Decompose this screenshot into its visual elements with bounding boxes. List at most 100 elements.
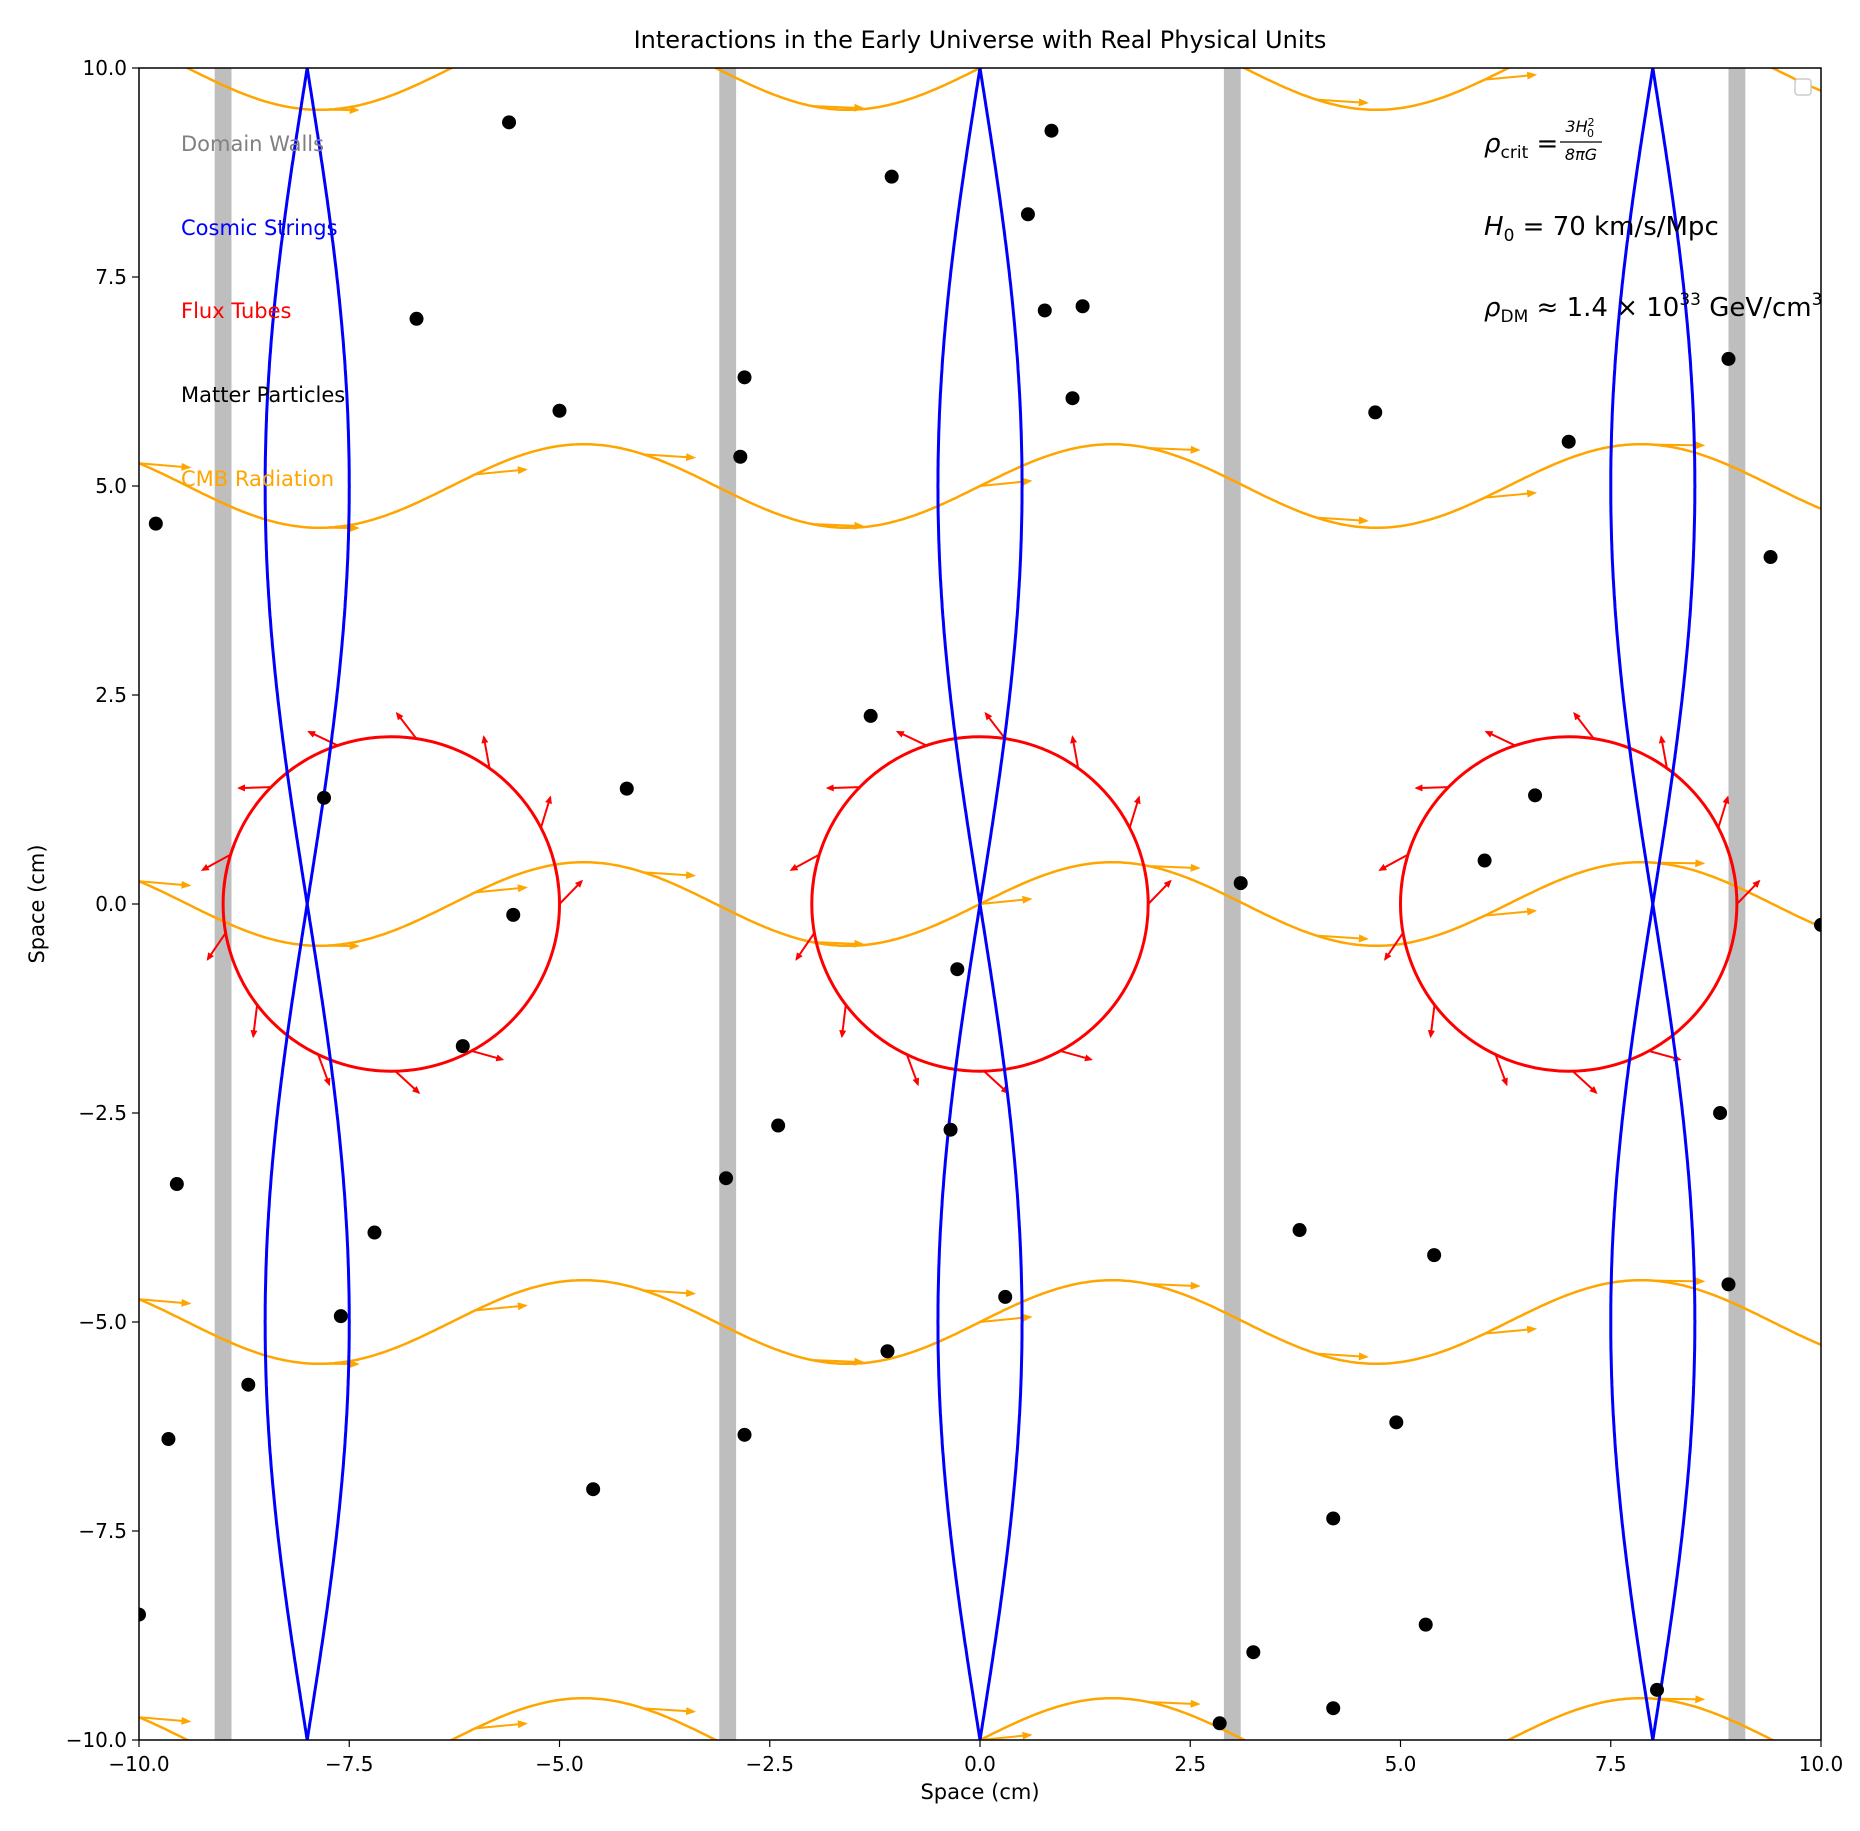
matter-particle: [148, 516, 163, 531]
x-tick-label: 0.0: [964, 1752, 996, 1776]
y-tick-label: 2.5: [95, 683, 127, 707]
annotation-hubble-constant: H0 = 70 km/s/Mpc: [1484, 212, 1719, 246]
legend-box: [1794, 78, 1812, 96]
flux-arrow: [1378, 853, 1409, 871]
flux-arrow: [789, 853, 820, 871]
matter-particle: [863, 708, 878, 723]
label-matter-particles: Matter Particles: [181, 383, 345, 407]
cmb-arrow: [307, 1781, 357, 1782]
flux-arrow: [481, 735, 491, 769]
matter-particle: [737, 1427, 752, 1442]
flux-tube: [1399, 735, 1739, 1073]
svg-text:3H2: 3H2: [1565, 116, 1594, 136]
cmb-arrow: [1484, 1325, 1538, 1335]
matter-particle: [1721, 1277, 1736, 1292]
label-domain-walls: Domain Walls: [181, 132, 324, 156]
cmb-arrow: [139, 1716, 192, 1725]
matter-particle: [1713, 1106, 1728, 1120]
cmb-arrow: [1485, 1747, 1535, 1752]
matter-particle: [455, 1039, 470, 1054]
cmb-arrow: [1484, 907, 1538, 917]
cmb-wave: [184, 68, 1821, 112]
cmb-arrow: [139, 1298, 192, 1307]
axes: −10.0 −7.5 −5.0 −2.5 0.0 2.5 5.0 7.5 10.0 −10.0 −7…: [66, 56, 1844, 1776]
matter-particle: [139, 1607, 146, 1622]
cmb-arrow: [979, 1731, 1033, 1740]
flux-arrow: [558, 879, 584, 905]
matter-particle: [943, 1122, 958, 1137]
domain-wall: [1223, 68, 1241, 1740]
svg-text:0: 0: [1587, 127, 1594, 140]
cmb-arrow: [475, 52, 525, 57]
matter-particle: [317, 790, 332, 805]
cmb-arrow: [980, 68, 991, 69]
label-cmb-radiation: CMB Radiation: [181, 467, 334, 491]
matter-particle: [161, 1432, 176, 1447]
matter-particle: [1020, 207, 1035, 222]
flux-arrow: [1147, 879, 1172, 905]
cmb-arrow: [1316, 1352, 1369, 1361]
flux-arrow: [1484, 730, 1516, 747]
cmb-arrow: [1148, 1281, 1201, 1290]
matter-particle: [1477, 853, 1492, 868]
flux-arrow: [307, 730, 339, 747]
matter-particle: [733, 449, 748, 464]
flux-arrow: [1128, 795, 1141, 829]
y-axis-label: Space (cm): [25, 844, 49, 963]
flux-arrow: [1427, 1004, 1436, 1039]
cmb-arrow: [643, 1707, 697, 1716]
flux-arrow: [1059, 1049, 1093, 1062]
y-tick-label: −2.5: [78, 1101, 127, 1125]
flux-tube: [221, 735, 561, 1073]
matter-particle: [950, 962, 965, 977]
cmb-arrow: [811, 521, 865, 530]
matter-particle: [619, 781, 634, 796]
matter-particle: [719, 1171, 734, 1186]
cmb-arrow: [1652, 1695, 1706, 1704]
flux-arrow: [1717, 795, 1730, 829]
label-cosmic-strings: Cosmic Strings: [181, 216, 338, 240]
matter-particle: [367, 1225, 382, 1240]
cmb-arrow: [812, 1778, 862, 1780]
flux-arrow: [825, 784, 860, 792]
cmb-arrow: [475, 884, 528, 894]
y-tick-label: −10.0: [66, 1728, 127, 1752]
x-tick-label: 2.5: [1174, 1752, 1206, 1776]
cmb-arrow: [475, 1720, 528, 1730]
x-axis-label: Space (cm): [920, 1780, 1039, 1804]
matter-particle: [1044, 123, 1059, 138]
y-tick-label: −5.0: [78, 1310, 127, 1334]
flux-arrow: [1573, 711, 1595, 740]
flux-arrow: [1070, 735, 1080, 769]
matter-particle: [1246, 1645, 1261, 1660]
flux-arrow: [1414, 784, 1449, 792]
critical-density-fraction: 3H2 0 8πG: [1560, 116, 1602, 164]
matter-particle: [409, 311, 424, 326]
chart-title: Interactions in the Early Universe with …: [634, 26, 1327, 54]
cmb-arrow: [307, 105, 360, 114]
flux-arrow: [1384, 932, 1404, 961]
cosmic-string: [1609, 68, 1697, 1740]
flux-arrow: [1571, 1070, 1598, 1094]
matter-particle: [1368, 405, 1383, 420]
cmb-arrow: [1148, 863, 1201, 872]
matter-particle: [1650, 1682, 1665, 1697]
cmb-arrow: [1316, 934, 1369, 943]
cmb-arrow: [1316, 516, 1369, 525]
matter-particle: [552, 403, 567, 418]
x-tick-label: −2.5: [745, 1752, 794, 1776]
label-flux-tubes: Flux Tubes: [181, 299, 291, 323]
matter-particle: [1037, 303, 1052, 318]
x-tick-label: 10.0: [1799, 1752, 1844, 1776]
matter-particle: [333, 1309, 348, 1324]
matter-particle: [1233, 876, 1248, 891]
flux-arrow: [471, 1049, 505, 1062]
flux-arrow: [237, 784, 271, 792]
cmb-arrow: [139, 462, 192, 471]
cmb-arrow: [307, 941, 360, 950]
flux-arrow: [1658, 735, 1668, 769]
y-tick-label: 0.0: [95, 892, 127, 916]
flux-arrow: [540, 795, 552, 829]
matter-particle: [1814, 917, 1821, 932]
